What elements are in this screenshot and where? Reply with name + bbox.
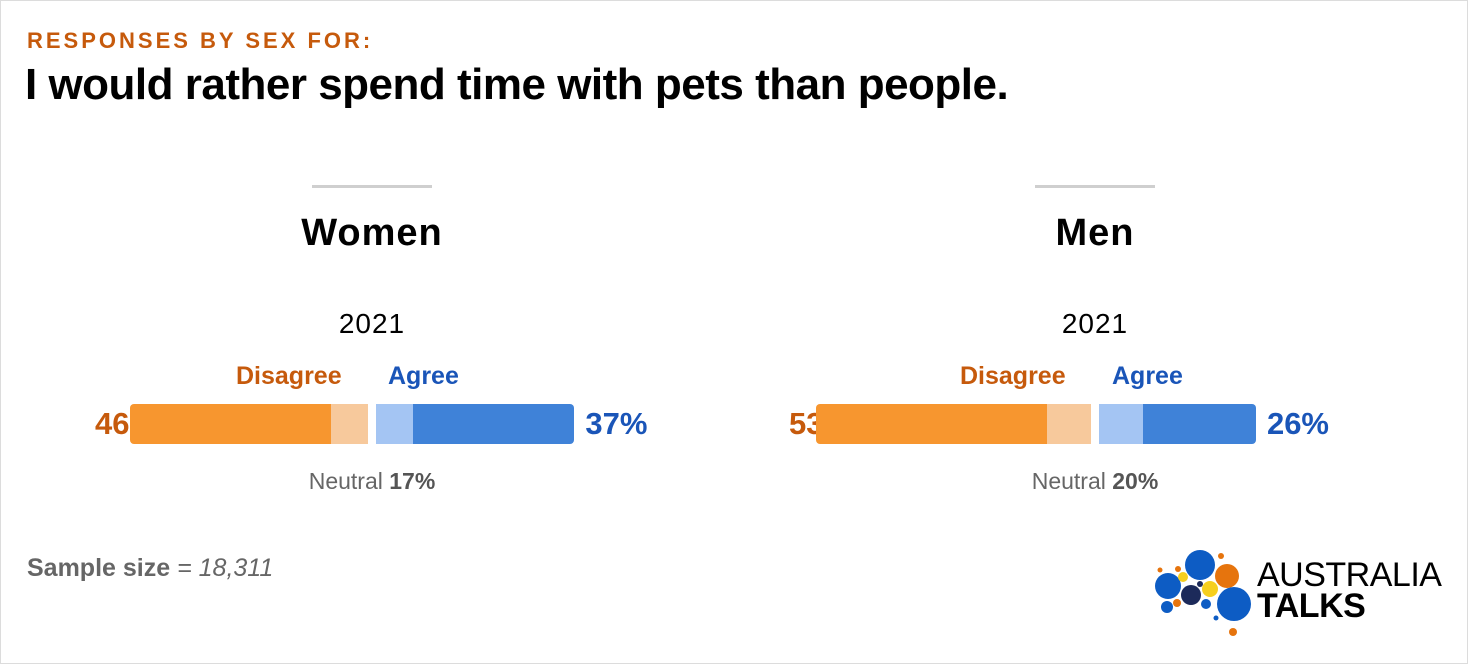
- agree-percent: 37%: [585, 406, 648, 441]
- chart-kicker: RESPONSES BY SEX FOR:: [27, 28, 374, 53]
- neutral-note: Neutral 20%: [805, 468, 1385, 495]
- stacked-bar: [130, 404, 575, 444]
- neutral-note: Neutral 17%: [82, 468, 662, 495]
- neutral-label: Neutral: [1031, 468, 1106, 494]
- panel-divider: [1035, 185, 1155, 188]
- logo-line1: AUSTRALIA: [1257, 556, 1442, 594]
- chart-title: I would rather spend time with pets than…: [25, 60, 1009, 109]
- logo-bubbles-icon: [1155, 550, 1251, 636]
- agree-strong-segment: [1142, 404, 1256, 444]
- panel-year: 2021: [338, 308, 406, 339]
- agree-neutral-segment: [1098, 404, 1143, 444]
- logo-wordmark: AUSTRALIA TALKS: [1257, 556, 1442, 625]
- agree-strong-segment: [413, 404, 575, 444]
- agree-percent: 26%: [1266, 406, 1329, 441]
- panel-women: Women 2021 Disagree Agree 46% 37% Neutra…: [82, 180, 662, 510]
- neutral-value: 17%: [389, 468, 436, 494]
- agree-label: Agree: [388, 362, 459, 390]
- australia-talks-logo: AUSTRALIA TALKS: [1150, 548, 1450, 643]
- panel-title: Men: [1055, 212, 1135, 254]
- agree-label: Agree: [1112, 362, 1183, 390]
- disagree-neutral-segment: [330, 404, 368, 444]
- sample-size-value: = 18,311: [177, 554, 274, 582]
- agree-neutral-segment: [375, 404, 414, 444]
- panel-divider: [312, 185, 432, 188]
- stacked-bar: [816, 404, 1256, 444]
- disagree-neutral-segment: [1047, 404, 1091, 444]
- neutral-label: Neutral: [308, 468, 383, 494]
- sample-size-label: Sample size: [27, 554, 171, 582]
- neutral-value: 20%: [1112, 468, 1159, 494]
- panel-title: Women: [301, 212, 443, 254]
- logo-line2: TALKS: [1257, 587, 1366, 625]
- disagree-label: Disagree: [960, 362, 1066, 390]
- disagree-label: Disagree: [236, 362, 342, 390]
- panel-men: Men 2021 Disagree Agree 53% 26% Neutral …: [789, 180, 1385, 510]
- panel-year: 2021: [1061, 308, 1129, 339]
- disagree-strong-segment: [816, 404, 1048, 444]
- disagree-strong-segment: [130, 404, 331, 444]
- sample-size: Sample size = 18,311: [27, 554, 273, 583]
